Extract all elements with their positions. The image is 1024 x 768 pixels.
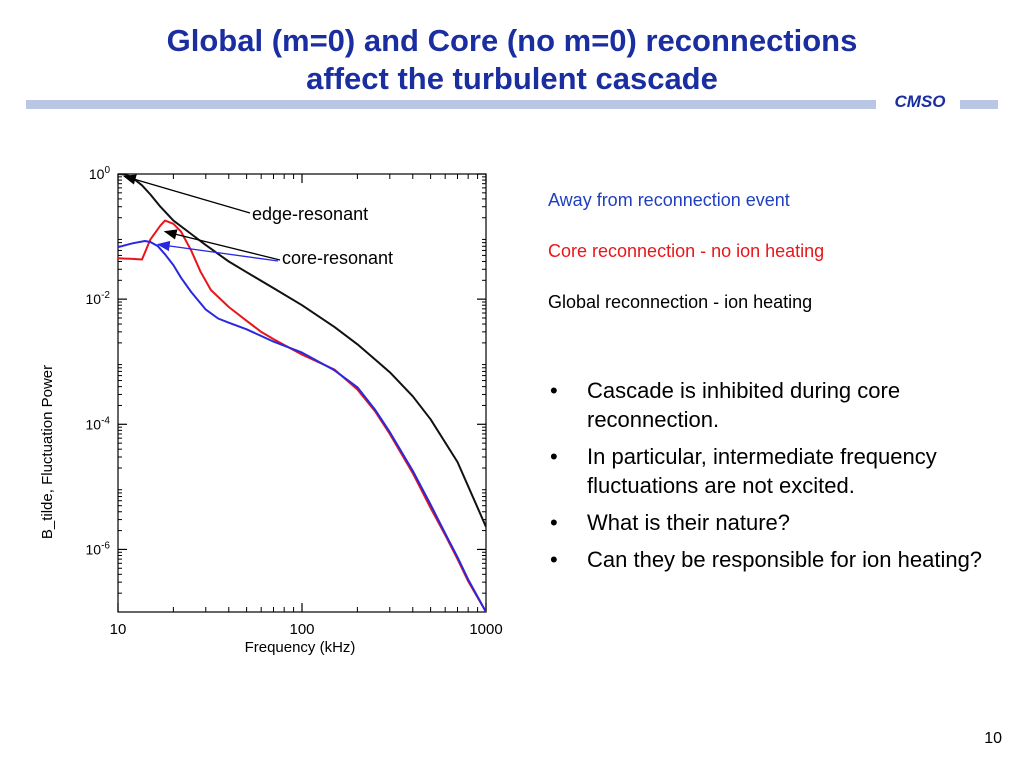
series-line-global-reconnection [118,174,486,528]
annotation-arrow [163,229,281,261]
series-line-core-reconnection [118,219,486,612]
title-line-2: affect the turbulent cascade [306,61,718,96]
x-tick-label: 100 [289,621,314,638]
page-number: 10 [984,730,1002,747]
slide-title: Global (m=0) and Core (no m=0) reconnect… [60,22,964,98]
legend-global-reconnection: Global reconnection - ion heating [548,292,813,312]
title-line-1: Global (m=0) and Core (no m=0) reconnect… [166,23,858,58]
annotation-label: edge-resonant [252,204,368,224]
chart-plot-area: 10 100 1000 100 10-2 10-4 10-6 edge-resonant cor… [86,165,503,638]
plot-frame [117,173,487,613]
x-tick-label: 10 [110,621,127,638]
x-axis-label: Frequency (kHz) [245,639,356,656]
annotation-arrow [156,240,279,262]
bullet-item: • In particular, intermediate frequency f… [548,442,988,500]
bullet-text: What is their nature? [587,510,790,535]
bullet-text: Can they be responsible for ion heating? [587,547,983,572]
annotation-label: core-resonant [282,248,393,268]
bullet-list: • Cascade is inhibited during core reconn… [548,376,988,582]
bullet-text: In particular, intermediate frequency fl… [587,444,937,498]
y-tick-label: 100 [89,165,111,182]
annotation-arrow [122,174,251,214]
org-logo: CMSO [894,92,946,111]
bullet-marker: • [550,547,558,572]
bullet-marker: • [550,378,558,403]
legend-away-from-reconnection: Away from reconnection event [548,190,790,210]
bullet-item: • Cascade is inhibited during core reconn… [548,376,988,434]
bullet-marker: • [550,510,558,535]
header-rule-left [26,100,876,109]
y-axis-label: B_tilde, Fluctuation Power [39,365,56,539]
legend-core-reconnection: Core reconnection - no ion heating [548,241,825,261]
fluctuation-power-chart: 10 100 1000 100 10-2 10-4 10-6 edge-resonant cor… [39,165,503,656]
y-tick-label: 10-2 [86,290,111,307]
bullet-marker: • [550,444,558,469]
y-tick-label: 10-4 [86,415,111,432]
bullet-text: Cascade is inhibited during core reconne… [587,378,901,432]
bullet-item: • Can they be responsible for ion heating… [548,545,988,574]
y-tick-label: 10-6 [86,540,111,557]
series-line-away-from-reconnection [118,240,486,612]
bullet-item: • What is their nature? [548,508,988,537]
x-tick-label: 1000 [469,621,502,638]
header-rule-right [960,100,998,109]
